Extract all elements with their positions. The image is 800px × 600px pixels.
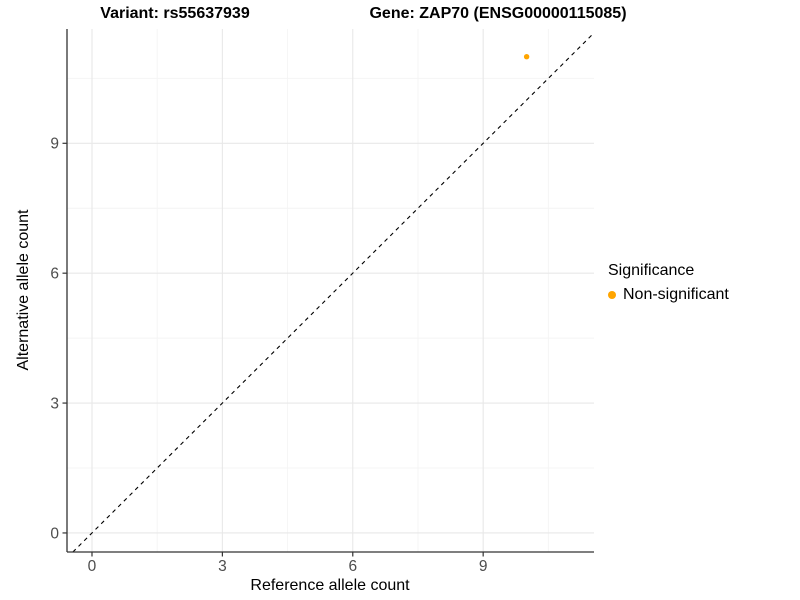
y-tick-label: 3 <box>50 395 59 412</box>
legend-item-label: Non-significant <box>623 286 729 303</box>
y-tick-label: 9 <box>50 136 59 153</box>
x-axis-title: Reference allele count <box>250 577 410 594</box>
legend: Significance Non-significant <box>608 262 729 304</box>
legend-point-icon <box>608 291 616 299</box>
y-axis-title: Alternative allele count <box>15 209 32 371</box>
identity-dashed-line <box>72 32 595 553</box>
y-tick-label: 0 <box>50 525 59 542</box>
x-tick-label: 0 <box>88 558 97 575</box>
legend-item: Non-significant <box>608 286 729 304</box>
variant-title: Variant: rs55637939 <box>100 5 250 22</box>
y-tick-label: 6 <box>50 265 59 282</box>
x-tick-label: 9 <box>479 558 488 575</box>
x-tick-label: 6 <box>348 558 357 575</box>
gene-title: Gene: ZAP70 (ENSG00000115085) <box>369 5 627 22</box>
x-tick-label: 3 <box>218 558 227 575</box>
data-point <box>523 54 530 60</box>
legend-title: Significance <box>608 262 695 279</box>
